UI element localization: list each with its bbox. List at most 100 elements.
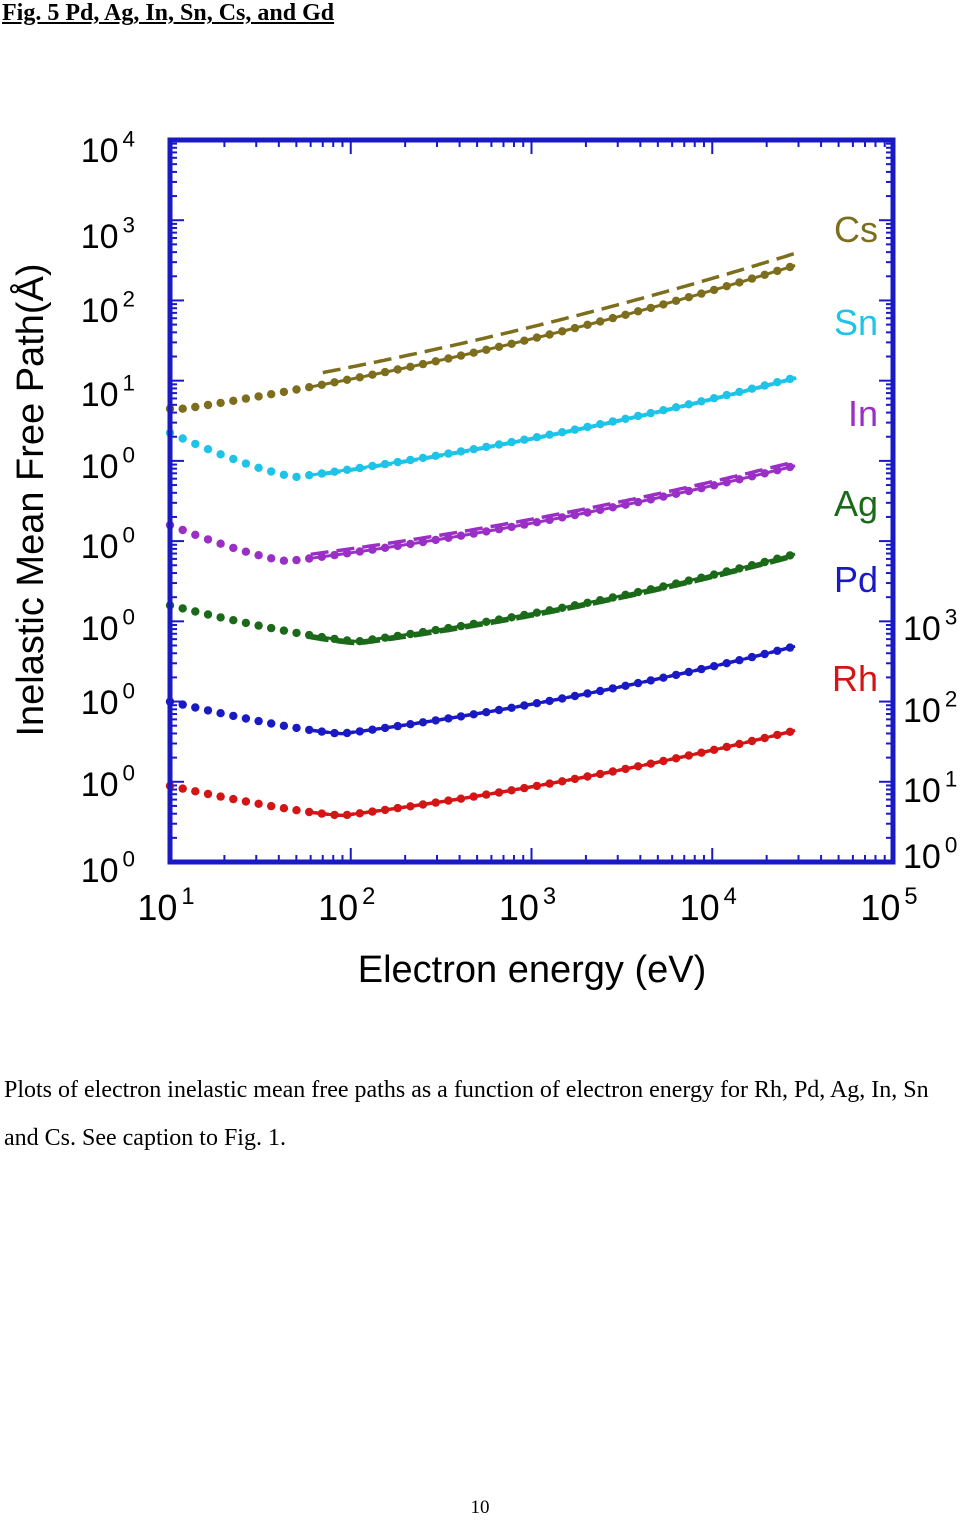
data-point <box>469 445 478 454</box>
data-point <box>305 554 314 563</box>
y-tick-label-left-exponent: 0 <box>123 761 135 786</box>
data-point <box>709 394 719 403</box>
data-point <box>305 383 314 392</box>
data-point <box>330 550 339 560</box>
x-axis-label: Electron energy (eV) <box>358 949 707 991</box>
data-point <box>697 664 706 674</box>
x-tick-label-base: 10 <box>499 887 539 928</box>
data-point <box>747 384 757 393</box>
data-point <box>773 466 782 475</box>
data-point <box>418 359 428 369</box>
data-point <box>456 712 466 721</box>
x-tick-label-exponent: 5 <box>904 883 917 910</box>
data-point <box>393 365 402 374</box>
data-point <box>267 801 276 811</box>
y-tick-label-right-exponent: 2 <box>945 687 957 712</box>
data-point <box>709 481 719 490</box>
data-point <box>229 616 238 625</box>
y-tick-label-left: 10 3 <box>81 213 135 256</box>
data-point <box>292 555 301 565</box>
series-rh-model-dashed <box>310 728 796 818</box>
data-point <box>621 414 630 423</box>
data-point <box>305 471 314 480</box>
data-point <box>494 525 504 534</box>
data-point <box>659 406 668 415</box>
data-point <box>456 351 466 360</box>
data-point <box>596 420 605 429</box>
data-point <box>570 425 580 434</box>
data-point <box>178 700 187 709</box>
data-point <box>684 293 693 302</box>
y-tick-label-left-base: 10 <box>81 684 119 722</box>
series-in-model-dashed <box>310 460 796 557</box>
data-point <box>380 633 390 642</box>
data-point <box>203 445 213 454</box>
plot-frame <box>167 137 896 865</box>
data-point <box>722 567 731 576</box>
data-point <box>773 646 782 655</box>
data-point <box>545 430 554 439</box>
data-point <box>747 561 757 570</box>
data-point <box>494 705 504 715</box>
data-point <box>279 470 289 479</box>
data-point <box>292 806 301 815</box>
data-point <box>583 422 592 432</box>
legend-label-in: In <box>848 393 878 434</box>
y-tick-label-right-base: 10 <box>903 838 941 876</box>
data-point <box>444 796 453 805</box>
data-point <box>747 472 757 481</box>
data-point <box>469 710 478 719</box>
data-point <box>229 711 238 721</box>
data-point <box>305 807 314 817</box>
data-point <box>380 459 390 469</box>
data-point <box>633 587 643 597</box>
data-point <box>444 354 453 363</box>
data-point <box>292 628 301 638</box>
data-point <box>254 621 263 630</box>
data-point <box>241 714 251 723</box>
data-point <box>393 803 402 813</box>
data-point <box>583 508 592 517</box>
data-point <box>342 728 352 738</box>
data-point <box>418 537 428 547</box>
data-point <box>292 385 301 394</box>
data-point <box>659 492 668 501</box>
data-point <box>558 513 567 522</box>
data-point <box>532 433 542 442</box>
legend-label-sn: Sn <box>834 302 878 343</box>
data-point <box>697 573 706 582</box>
y-tick-label-left: 10 0 <box>81 605 135 648</box>
x-tick-label-exponent: 3 <box>543 883 556 910</box>
data-point <box>646 495 655 504</box>
data-point <box>317 552 326 561</box>
data-point <box>596 317 605 326</box>
data-point <box>279 804 289 813</box>
y-tick-label-left: 10 2 <box>81 287 135 330</box>
data-point <box>646 759 655 768</box>
tick-marks <box>169 140 893 863</box>
data-point <box>494 342 504 351</box>
data-point <box>709 745 719 754</box>
data-point <box>671 489 681 498</box>
y-tick-label-left-exponent: 0 <box>123 605 135 630</box>
y-tick-label-left-exponent: 3 <box>123 213 135 238</box>
data-point <box>760 733 769 743</box>
page-number: 10 <box>470 1497 490 1518</box>
tick-labels: 10 1 10 2 10 3 10 4 10 510 410 310 210 110 010 010 010 01… <box>81 127 958 928</box>
data-point <box>709 662 719 671</box>
data-point <box>342 810 352 820</box>
data-point <box>355 463 364 473</box>
data-point <box>267 467 276 476</box>
data-point <box>355 373 364 382</box>
data-point <box>532 781 542 791</box>
data-point <box>747 274 757 283</box>
data-point <box>507 613 516 622</box>
data-point <box>216 539 225 548</box>
data-point <box>254 716 263 726</box>
x-tick-label-base: 10 <box>680 887 720 928</box>
data-point <box>482 617 491 626</box>
data-point <box>507 522 516 532</box>
x-tick-label-base: 10 <box>318 887 358 928</box>
data-point <box>785 374 795 384</box>
data-point <box>469 619 478 629</box>
